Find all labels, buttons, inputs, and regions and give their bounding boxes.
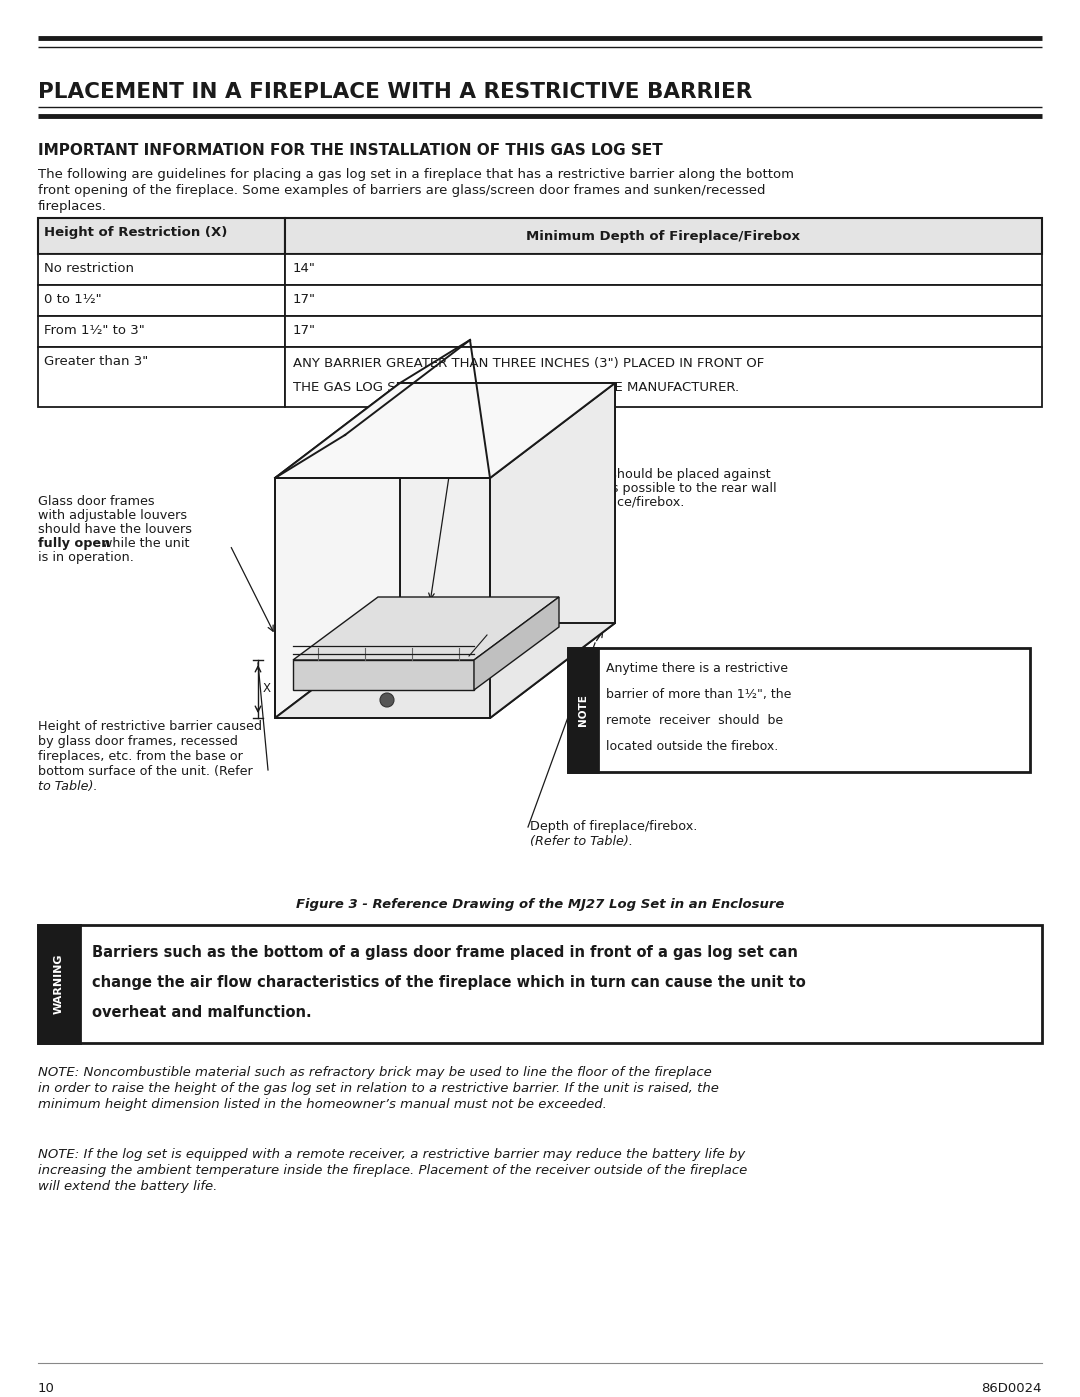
Text: 14": 14" <box>293 263 315 275</box>
Bar <box>285 346 1042 407</box>
Text: 17": 17" <box>293 324 316 337</box>
Text: NOTE: NOTE <box>578 694 588 726</box>
Text: IMPORTANT INFORMATION FOR THE INSTALLATION OF THIS GAS LOG SET: IMPORTANT INFORMATION FOR THE INSTALLATI… <box>38 142 663 158</box>
Text: ANY BARRIER GREATER THAN THREE INCHES (3") PLACED IN FRONT OF: ANY BARRIER GREATER THAN THREE INCHES (3… <box>293 358 765 370</box>
Polygon shape <box>490 383 615 718</box>
Polygon shape <box>275 383 400 718</box>
Text: WARNING: WARNING <box>54 954 64 1014</box>
Text: is in operation.: is in operation. <box>38 550 134 564</box>
Text: front opening of the fireplace. Some examples of barriers are glass/screen door : front opening of the fireplace. Some exa… <box>38 184 766 197</box>
Text: of the fireplace/firebox.: of the fireplace/firebox. <box>535 496 685 509</box>
Text: fully open: fully open <box>38 536 110 550</box>
Bar <box>38 254 285 285</box>
Text: 17": 17" <box>293 293 316 306</box>
Text: by glass door frames, recessed: by glass door frames, recessed <box>38 735 238 747</box>
Text: (Refer to Table).: (Refer to Table). <box>530 835 633 848</box>
Text: 10: 10 <box>38 1382 55 1396</box>
Text: Depth of fireplace/firebox.: Depth of fireplace/firebox. <box>530 820 698 833</box>
Text: Minimum Depth of Fireplace/Firebox: Minimum Depth of Fireplace/Firebox <box>527 231 800 243</box>
Text: while the unit: while the unit <box>98 536 189 550</box>
Text: Greater than 3": Greater than 3" <box>44 355 148 367</box>
Bar <box>38 218 285 254</box>
Text: bottom surface of the unit. (Refer: bottom surface of the unit. (Refer <box>38 766 253 778</box>
Text: fireplaces, etc. from the base or: fireplaces, etc. from the base or <box>38 750 243 763</box>
Bar <box>285 285 1042 316</box>
Text: Height of restrictive barrier caused: Height of restrictive barrier caused <box>38 719 262 733</box>
Text: No restriction: No restriction <box>44 263 134 275</box>
Bar <box>568 648 1030 773</box>
Text: in order to raise the height of the gas log set in relation to a restrictive bar: in order to raise the height of the gas … <box>38 1083 719 1095</box>
Circle shape <box>380 693 394 707</box>
Text: remote  receiver  should  be: remote receiver should be <box>606 714 783 726</box>
Bar <box>38 316 285 346</box>
Bar <box>38 346 285 407</box>
Text: PLACEMENT IN A FIREPLACE WITH A RESTRICTIVE BARRIER: PLACEMENT IN A FIREPLACE WITH A RESTRICT… <box>38 82 753 102</box>
Text: or as near as possible to the rear wall: or as near as possible to the rear wall <box>535 482 777 495</box>
Polygon shape <box>474 597 559 690</box>
Text: 0 to 1½": 0 to 1½" <box>44 293 102 306</box>
Text: 86D0024: 86D0024 <box>982 1382 1042 1396</box>
Polygon shape <box>293 659 474 690</box>
Bar <box>285 316 1042 346</box>
Text: X: X <box>264 683 271 696</box>
Text: THE GAS LOG SET IS NOT RECOMMENDED BY THE MANUFACTURER.: THE GAS LOG SET IS NOT RECOMMENDED BY TH… <box>293 381 739 394</box>
Text: fireplaces.: fireplaces. <box>38 200 107 212</box>
Text: Anytime there is a restrictive: Anytime there is a restrictive <box>606 662 788 675</box>
Text: Barriers such as the bottom of a glass door frame placed in front of a gas log s: Barriers such as the bottom of a glass d… <box>92 944 798 960</box>
Bar <box>38 925 1042 1044</box>
Text: barrier of more than 1½", the: barrier of more than 1½", the <box>606 687 792 701</box>
Text: The following are guidelines for placing a gas log set in a fireplace that has a: The following are guidelines for placing… <box>38 168 794 182</box>
Polygon shape <box>275 383 615 478</box>
Bar <box>38 925 80 1044</box>
Text: change the air flow characteristics of the fireplace which in turn can cause the: change the air flow characteristics of t… <box>92 975 806 990</box>
Text: Figure 3 - Reference Drawing of the MJ27 Log Set in an Enclosure: Figure 3 - Reference Drawing of the MJ27… <box>296 898 784 911</box>
Text: minimum height dimension listed in the homeowner’s manual must not be exceeded.: minimum height dimension listed in the h… <box>38 1098 607 1111</box>
Text: NOTE: Noncombustible material such as refractory brick may be used to line the f: NOTE: Noncombustible material such as re… <box>38 1066 712 1078</box>
Bar <box>285 218 1042 254</box>
Text: overheat and malfunction.: overheat and malfunction. <box>92 1004 312 1020</box>
Text: NOTE: If the log set is equipped with a remote receiver, a restrictive barrier m: NOTE: If the log set is equipped with a … <box>38 1148 745 1161</box>
Bar <box>38 285 285 316</box>
Text: will extend the battery life.: will extend the battery life. <box>38 1180 217 1193</box>
Text: to Table).: to Table). <box>38 780 97 793</box>
Text: Height of Restriction (X): Height of Restriction (X) <box>44 226 228 239</box>
Text: increasing the ambient temperature inside the fireplace. Placement of the receiv: increasing the ambient temperature insid… <box>38 1164 747 1178</box>
Text: located outside the firebox.: located outside the firebox. <box>606 740 779 753</box>
Text: with adjustable louvers: with adjustable louvers <box>38 509 187 522</box>
Text: Glass door frames: Glass door frames <box>38 495 154 509</box>
Text: should have the louvers: should have the louvers <box>38 522 192 536</box>
Bar <box>568 648 598 773</box>
Text: The log set should be placed against: The log set should be placed against <box>535 468 771 481</box>
Text: From 1½" to 3": From 1½" to 3" <box>44 324 145 337</box>
Polygon shape <box>275 623 615 718</box>
Polygon shape <box>293 597 559 659</box>
Bar <box>285 254 1042 285</box>
Polygon shape <box>400 383 615 623</box>
